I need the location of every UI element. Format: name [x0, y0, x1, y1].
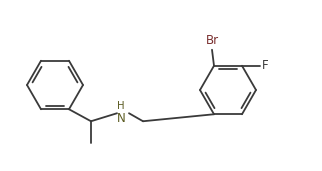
Text: N: N [117, 112, 125, 125]
Text: F: F [262, 59, 269, 72]
Text: H: H [117, 101, 125, 111]
Text: Br: Br [205, 34, 219, 47]
